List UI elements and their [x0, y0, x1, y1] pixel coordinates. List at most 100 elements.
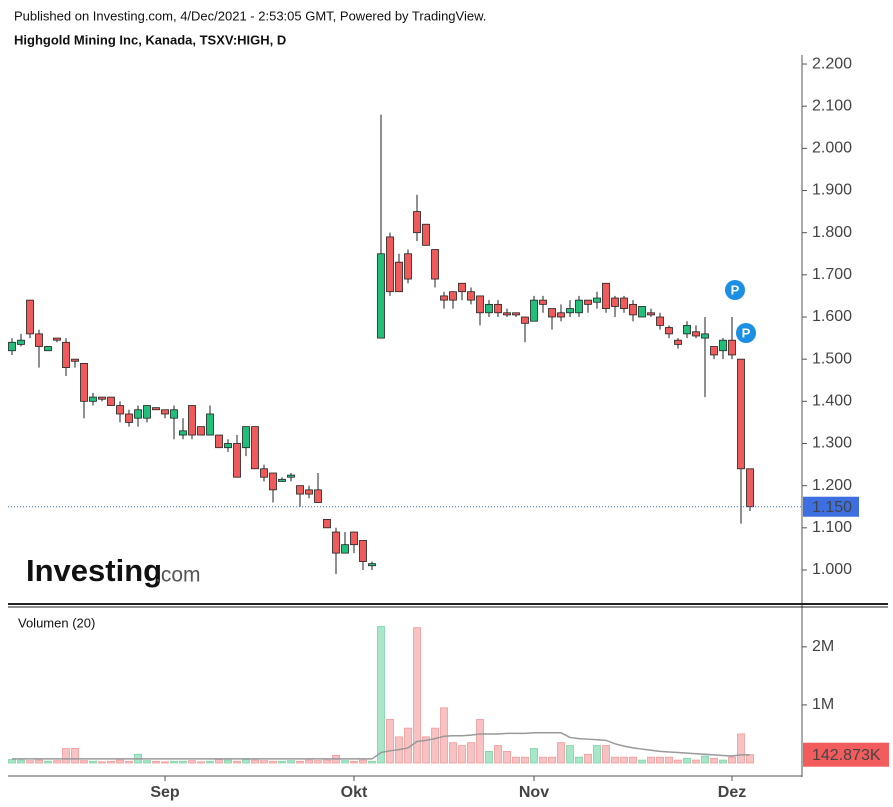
volume-bar: [413, 627, 421, 764]
volume-ma-line: [12, 732, 750, 760]
candle-body: [116, 405, 124, 415]
volume-bar: [539, 756, 547, 764]
volume-bar: [386, 719, 394, 764]
candle-body: [476, 295, 484, 314]
candle-body: [134, 409, 142, 419]
candle-body: [71, 358, 79, 362]
symbol-title: Highgold Mining Inc, Kanada, TSXV:HIGH, …: [14, 32, 286, 47]
candle-body: [242, 426, 250, 449]
candle-body: [602, 282, 610, 309]
candle-body: [665, 327, 673, 335]
x-tick-label: Sep: [150, 784, 180, 801]
candle-body: [143, 405, 151, 419]
candle-body: [215, 434, 223, 449]
candle-body: [269, 472, 277, 491]
candle-body: [359, 540, 367, 562]
y-tick-label: 1.500: [812, 350, 852, 367]
candle-body: [647, 312, 655, 316]
y-tick-label: 1.100: [812, 519, 852, 536]
candle-body: [206, 413, 214, 436]
y-tick-label: 2.100: [812, 97, 852, 114]
y-tick-label: 2M: [812, 638, 834, 655]
candle-body: [395, 261, 403, 293]
candle-body: [377, 253, 385, 339]
volume-bar: [215, 759, 223, 764]
candle-body: [305, 489, 313, 495]
volume-bar: [566, 745, 574, 764]
candle-body: [341, 544, 349, 554]
logo-suffix: .com: [155, 564, 201, 587]
candle-body: [512, 312, 520, 316]
y-tick-label: 1.300: [812, 435, 852, 452]
volume-bar: [125, 760, 133, 764]
candle-body: [503, 312, 511, 316]
y-tick-label: 1M: [812, 696, 834, 713]
candle-body: [98, 396, 106, 400]
volume-bar: [512, 756, 520, 764]
candle-body: [611, 297, 619, 307]
volume-bar: [296, 760, 304, 764]
volume-bar: [476, 719, 484, 764]
y-tick-label: 1.000: [812, 561, 852, 578]
candle-body: [179, 430, 187, 436]
candle-body: [431, 249, 439, 280]
volume-bar: [710, 757, 718, 764]
volume-bar: [359, 759, 367, 764]
volume-bar: [62, 748, 70, 764]
volume-bar: [485, 750, 493, 764]
volume-bar: [251, 759, 259, 764]
candle-body: [53, 337, 61, 341]
volume-bar: [674, 759, 682, 764]
candle-body: [530, 299, 538, 322]
marker-p: P P: [725, 280, 756, 343]
candle-body: [584, 299, 592, 305]
candle-body: [368, 563, 376, 567]
volume-bar: [656, 756, 664, 764]
volume-bar: [233, 760, 241, 764]
candle-body: [638, 306, 646, 318]
candle-body: [287, 474, 295, 478]
candle-body: [161, 409, 169, 415]
published-note: Published on Investing.com, 4/Dec/2021 -…: [14, 8, 486, 23]
candle-body: [494, 303, 502, 314]
volume-bar: [107, 760, 115, 764]
volume-bar: [611, 756, 619, 764]
candle-body: [35, 333, 43, 347]
volume-bar: [278, 760, 286, 764]
candle-body: [233, 443, 241, 478]
candle-body: [566, 308, 574, 314]
y-tick-label: 1.700: [812, 266, 852, 283]
volume-bar: [71, 748, 79, 764]
candle-body: [260, 468, 268, 478]
volume-bar: [467, 742, 475, 764]
candle-body: [26, 299, 34, 335]
candle-body: [125, 413, 133, 423]
volume-title: Volumen (20): [18, 615, 95, 630]
candle-body: [458, 282, 466, 293]
candle-body: [152, 407, 160, 411]
y-tick-label: 2.200: [812, 55, 852, 72]
logo-main: Investing: [26, 553, 162, 588]
candle-body: [314, 489, 322, 503]
candle-body: [323, 518, 331, 529]
volume-bar: [728, 756, 736, 764]
candle-body: [440, 295, 448, 301]
volume-bar: [152, 760, 160, 764]
candle-body: [575, 299, 583, 314]
volume-bar: [269, 760, 277, 764]
volume-bar: [323, 759, 331, 764]
svg-text:P: P: [742, 325, 751, 340]
volume-bar: [503, 750, 511, 764]
volume-bar: [242, 759, 250, 764]
volume-bar: [17, 759, 25, 764]
volume-bar: [98, 761, 106, 764]
candle-body: [557, 312, 565, 318]
candle-body: [386, 236, 394, 293]
volume-bar: [26, 760, 34, 764]
candle-body: [296, 485, 304, 495]
x-tick-label: Nov: [519, 784, 549, 801]
volume-bar: [584, 753, 592, 764]
y-tick-label: 1.900: [812, 182, 852, 199]
candle-body: [188, 405, 196, 436]
candle-body: [683, 325, 691, 335]
